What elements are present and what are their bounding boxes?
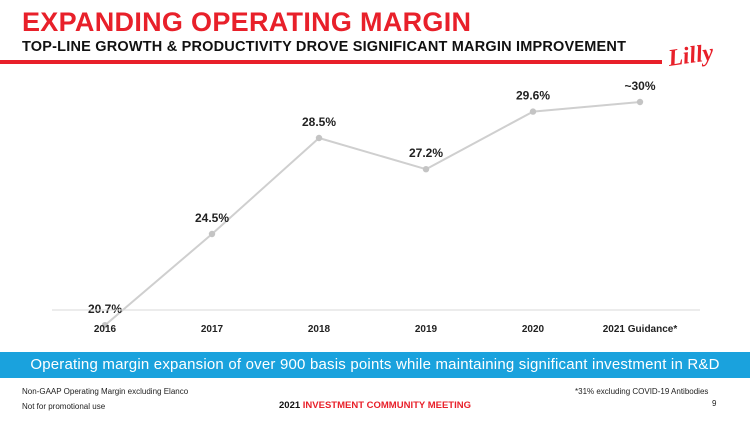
slide-title: EXPANDING OPERATING MARGIN bbox=[22, 7, 472, 37]
series-line-segment bbox=[532, 101, 641, 113]
series-line-segment bbox=[211, 137, 320, 235]
data-label: 20.7% bbox=[88, 302, 122, 316]
page-number: 9 bbox=[712, 399, 717, 408]
x-tick-label: 2019 bbox=[415, 324, 438, 335]
x-tick-label: 2021 Guidance* bbox=[603, 324, 678, 335]
series-line-segment bbox=[425, 110, 534, 171]
data-label: ~30% bbox=[624, 79, 655, 93]
x-tick-label: 2017 bbox=[201, 324, 224, 335]
data-point bbox=[422, 166, 430, 173]
footnote-not-promotional: Not for promotional use bbox=[22, 402, 106, 411]
key-message-banner: Operating margin expansion of over 900 b… bbox=[0, 352, 750, 378]
x-tick-label: 2018 bbox=[308, 324, 331, 335]
series-line-segment bbox=[318, 137, 427, 171]
svg-text:Lilly: Lilly bbox=[665, 40, 715, 72]
data-point bbox=[315, 134, 323, 142]
x-tick-label: 2016 bbox=[94, 324, 117, 335]
data-label: 28.5% bbox=[302, 115, 336, 129]
data-label: 27.2% bbox=[409, 146, 443, 160]
footnote-covid-antibodies: *31% excluding COVID-19 Antibodies bbox=[575, 387, 709, 396]
slide-subtitle: TOP-LINE GROWTH & PRODUCTIVITY DROVE SIG… bbox=[22, 39, 627, 55]
data-label: 24.5% bbox=[195, 211, 229, 225]
data-point bbox=[529, 108, 537, 115]
x-tick-label: 2020 bbox=[522, 324, 545, 335]
title-rule bbox=[0, 60, 662, 64]
data-point bbox=[208, 230, 216, 238]
footer-event-name: INVESTMENT COMMUNITY MEETING bbox=[302, 400, 471, 411]
footer-year: 2021 bbox=[279, 400, 301, 411]
data-point bbox=[636, 98, 644, 106]
data-point bbox=[101, 322, 109, 329]
footer-event: 2021 INVESTMENT COMMUNITY MEETING bbox=[0, 400, 750, 412]
footnote-non-gaap: Non-GAAP Operating Margin excluding Elan… bbox=[22, 387, 189, 396]
operating-margin-chart: 20.7% 24.5% 28.5% 27.2% 29.6% ~30% 2016 2017 20… bbox=[52, 79, 700, 335]
data-label: 29.6% bbox=[516, 89, 550, 103]
lilly-logo: Lilly bbox=[665, 40, 715, 72]
